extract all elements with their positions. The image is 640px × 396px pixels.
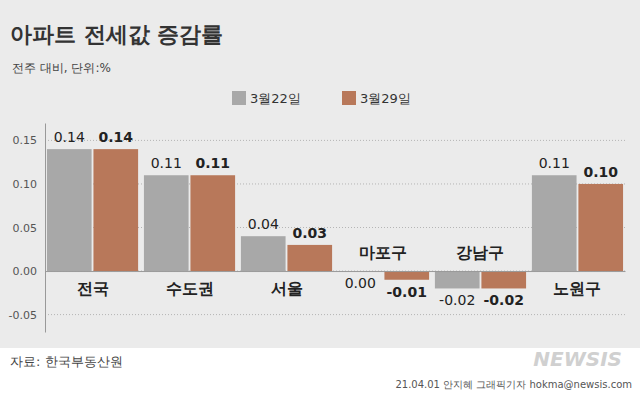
legend-label: 3월29일 bbox=[360, 91, 411, 106]
bar bbox=[481, 271, 526, 288]
annotation: NEWSIS bbox=[533, 347, 622, 371]
data-label: 0.14 bbox=[99, 129, 134, 145]
data-label: 0.00 bbox=[345, 275, 376, 291]
y-tick-label: 0.00 bbox=[13, 265, 38, 278]
chart: 아파트 전세값 증감률전주 대비, 단위:%-0.050.000.050.100… bbox=[0, 0, 640, 396]
x-tick: 강남구 bbox=[456, 243, 504, 271]
x-tick-label: 마포구 bbox=[359, 243, 407, 262]
y-tick: -0.05 bbox=[9, 309, 45, 322]
legend-swatch bbox=[232, 91, 246, 105]
data-label: 0.11 bbox=[195, 155, 230, 171]
bar bbox=[384, 271, 429, 280]
legend-label: 3월22일 bbox=[250, 91, 301, 106]
bar bbox=[190, 175, 235, 271]
data-label: 0.03 bbox=[292, 225, 327, 241]
bar bbox=[47, 149, 92, 271]
x-tick: 전국 bbox=[77, 271, 109, 298]
bar bbox=[144, 175, 189, 271]
x-tick: 수도권 bbox=[166, 271, 214, 298]
grid-line bbox=[45, 314, 625, 315]
data-label: -0.01 bbox=[387, 284, 427, 300]
footer-background bbox=[0, 348, 640, 396]
y-tick: 0.15 bbox=[13, 134, 46, 147]
y-axis-line bbox=[45, 124, 46, 333]
data-label: -0.02 bbox=[484, 292, 524, 308]
data-label: 0.10 bbox=[583, 164, 618, 180]
legend: 3월22일 3월29일 bbox=[232, 91, 411, 106]
x-tick-label: 서울 bbox=[271, 279, 303, 298]
y-tick-label: 0.05 bbox=[13, 222, 38, 235]
y-tick: 0.00 bbox=[13, 265, 46, 278]
subtitle: 전주 대비, 단위:% bbox=[12, 61, 111, 75]
annotation: 자료: 한국부동산원 bbox=[10, 354, 123, 369]
x-tick: 서울 bbox=[271, 271, 303, 298]
data-label: 0.11 bbox=[151, 155, 182, 171]
x-tick-label: 전국 bbox=[77, 279, 109, 298]
title: 아파트 전세값 증감률 bbox=[10, 22, 223, 47]
x-tick: 노원구 bbox=[553, 271, 601, 298]
x-tick-label: 강남구 bbox=[456, 243, 504, 262]
bar bbox=[93, 149, 138, 271]
data-label: 0.11 bbox=[539, 155, 570, 171]
annotation: 21.04.01 안지혜 그래픽기자 hokma@newsis.com bbox=[395, 379, 632, 390]
data-labels: 0.14 0.11 0.04 0.00 -0.02 0.11 0.14 0.11 0.03 -0.… bbox=[54, 129, 619, 308]
data-label: -0.02 bbox=[439, 292, 475, 308]
x-axis-line bbox=[46, 271, 626, 272]
bar bbox=[532, 175, 577, 271]
y-tick-label: -0.05 bbox=[9, 309, 37, 322]
background bbox=[0, 0, 640, 348]
bar bbox=[241, 236, 286, 271]
bar bbox=[287, 245, 332, 271]
bar bbox=[435, 271, 480, 288]
y-tick-label: 0.10 bbox=[13, 178, 38, 191]
y-tick-label: 0.15 bbox=[13, 134, 38, 147]
x-tick: 마포구 bbox=[359, 243, 407, 271]
y-tick: 0.10 bbox=[13, 178, 46, 191]
x-tick-label: 노원구 bbox=[553, 279, 601, 298]
y-axis: -0.05 0.00 0.05 0.10 0.15 bbox=[9, 124, 46, 333]
grid bbox=[45, 140, 625, 314]
data-label: 0.14 bbox=[54, 129, 85, 145]
bar bbox=[578, 184, 623, 271]
x-axis: 전국 수도권 서울 마포구 강남구노원구 bbox=[46, 243, 626, 298]
legend-swatch bbox=[342, 91, 356, 105]
x-tick-label: 수도권 bbox=[166, 279, 214, 298]
data-label: 0.04 bbox=[248, 216, 279, 232]
y-tick: 0.05 bbox=[13, 222, 46, 235]
bars bbox=[47, 149, 623, 288]
